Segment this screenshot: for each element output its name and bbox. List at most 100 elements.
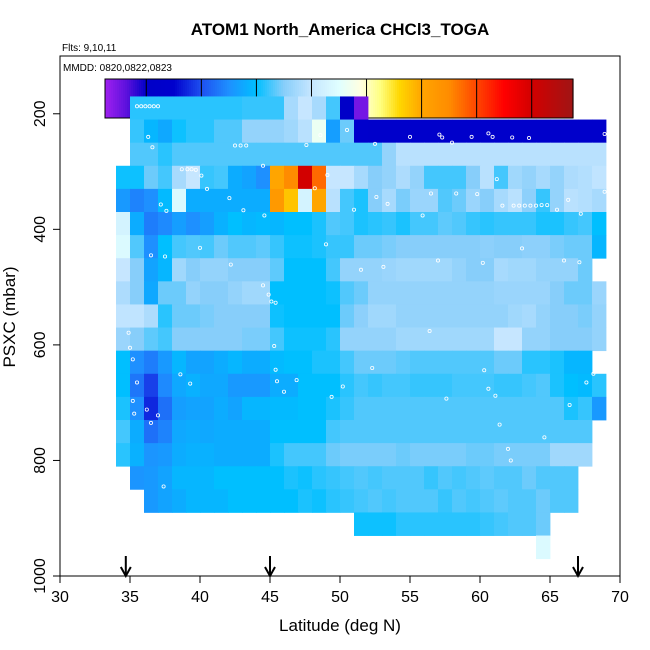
colorbar-segment: [443, 79, 446, 118]
heatmap-cell: [340, 258, 355, 282]
heatmap-cell: [326, 350, 341, 375]
heatmap-cell: [550, 235, 565, 259]
heatmap-cell: [466, 142, 481, 167]
colorbar-segment: [117, 79, 120, 118]
heatmap-cell: [452, 258, 467, 282]
sample-point: [199, 173, 204, 178]
heatmap-cell: [256, 188, 271, 213]
heatmap-cell: [368, 443, 383, 467]
colorbar-segment: [381, 79, 384, 118]
heatmap-cell: [326, 96, 341, 120]
heatmap-cell: [312, 489, 327, 513]
heatmap-cell: [536, 304, 551, 328]
sample-point: [584, 380, 589, 385]
sample-point: [444, 396, 449, 401]
colorbar-segment: [461, 79, 464, 118]
heatmap-cell: [298, 235, 313, 259]
heatmap-cell: [396, 420, 411, 444]
heatmap-cell: [438, 165, 453, 190]
heatmap-cell: [242, 165, 257, 190]
heatmap-cell: [256, 443, 271, 467]
heatmap-cell: [564, 212, 579, 236]
heatmap-cell: [326, 443, 341, 467]
heatmap-cell: [312, 466, 327, 490]
heatmap-cell: [424, 350, 439, 375]
sample-point: [147, 104, 152, 109]
heatmap-cell: [214, 281, 229, 305]
heatmap-cell: [522, 489, 537, 513]
heatmap-cell: [522, 212, 537, 236]
heatmap-cell: [494, 350, 509, 375]
heatmap-cell: [480, 304, 495, 328]
colorbar-segment: [403, 79, 406, 118]
heatmap-cell: [270, 489, 285, 513]
heatmap-cell: [242, 235, 257, 259]
heatmap-cell: [284, 304, 299, 328]
heatmap-cell: [368, 304, 383, 328]
heatmap-cell: [564, 373, 579, 398]
colorbar-segment: [109, 79, 112, 118]
heatmap-cell: [494, 235, 509, 259]
heatmap-cell: [578, 373, 593, 398]
heatmap-cell: [298, 142, 313, 167]
heatmap-cell: [116, 258, 131, 282]
heatmap-cell: [536, 396, 551, 421]
heatmap-cell: [228, 165, 243, 190]
heatmap-cell: [298, 212, 313, 236]
colorbar-segment: [127, 79, 130, 118]
heatmap-cell: [438, 420, 453, 444]
heatmap-cell: [550, 281, 565, 305]
colorbar-segment: [469, 79, 472, 118]
heatmap-cell: [130, 281, 145, 305]
colorbar-segment: [423, 79, 426, 118]
colorbar-segment: [453, 79, 456, 118]
heatmap-cell: [172, 304, 187, 328]
heatmap-cell: [284, 188, 299, 213]
heatmap-cell: [550, 258, 565, 282]
heatmap-cell: [242, 420, 257, 444]
heatmap-cell: [368, 466, 383, 490]
heatmap-cell: [228, 396, 243, 421]
heatmap-cell: [214, 165, 229, 190]
colorbar-segment: [571, 79, 574, 118]
colorbar-segment: [445, 79, 448, 118]
heatmap-cell: [326, 373, 341, 398]
heatmap-cell: [536, 142, 551, 167]
heatmap-cell: [522, 512, 537, 536]
heatmap-cell: [480, 466, 495, 490]
heatmap-cell: [200, 96, 215, 120]
heatmap-cell: [508, 212, 523, 236]
heatmap-cell: [508, 512, 523, 536]
heatmap-cell: [494, 489, 509, 513]
sample-point: [178, 372, 183, 377]
heatmap-cell: [228, 142, 243, 167]
heatmap-cell: [424, 466, 439, 490]
heatmap-cell: [536, 188, 551, 213]
heatmap-cell: [354, 420, 369, 444]
heatmap-cell: [116, 350, 131, 375]
heatmap-cell: [550, 396, 565, 421]
sample-point: [486, 131, 491, 136]
heatmap-cell: [256, 350, 271, 375]
sample-point: [204, 186, 209, 191]
colorbar-segment: [523, 79, 526, 118]
sample-point: [528, 203, 533, 208]
heatmap-cell: [452, 327, 467, 352]
sample-point: [232, 143, 237, 148]
colorbar-segment: [385, 79, 388, 118]
heatmap-cell: [326, 165, 341, 190]
heatmap-cell: [172, 396, 187, 421]
sample-point: [273, 300, 278, 305]
heatmap-cell: [410, 188, 425, 213]
sample-point: [505, 446, 510, 451]
heatmap-cell: [172, 142, 187, 167]
heatmap-cell: [354, 212, 369, 236]
heatmap-cell: [256, 142, 271, 167]
sample-point: [123, 147, 128, 152]
heatmap-cell: [396, 512, 411, 536]
heatmap-cell: [354, 119, 369, 144]
heatmap-cell: [382, 258, 397, 282]
heatmap-cell: [508, 420, 523, 444]
heatmap-cell: [130, 396, 145, 421]
heatmap-cell: [368, 258, 383, 282]
